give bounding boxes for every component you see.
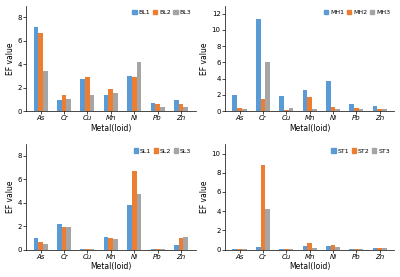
Bar	[307, 97, 312, 111]
Bar	[66, 227, 71, 250]
Bar	[359, 249, 363, 250]
Bar	[132, 77, 136, 111]
Y-axis label: EF value: EF value	[200, 181, 209, 213]
Legend: SL1, SL2, SL3: SL1, SL2, SL3	[132, 147, 192, 155]
Bar	[136, 194, 141, 250]
Bar	[331, 245, 335, 250]
Bar	[382, 109, 387, 111]
Bar	[57, 101, 62, 111]
Bar	[80, 79, 85, 111]
Bar	[113, 93, 118, 111]
Bar	[256, 19, 260, 111]
Legend: BL1, BL2, BL3: BL1, BL2, BL3	[131, 9, 192, 17]
Bar	[80, 249, 85, 250]
Bar	[335, 109, 340, 111]
Bar	[377, 248, 382, 250]
Bar	[174, 245, 179, 250]
Bar	[377, 109, 382, 111]
Bar	[127, 205, 132, 250]
Bar	[232, 95, 237, 111]
Bar	[183, 107, 188, 111]
Bar	[279, 96, 284, 111]
Bar	[104, 95, 108, 111]
Bar	[242, 249, 246, 250]
X-axis label: Metal(loid): Metal(loid)	[289, 262, 330, 271]
Bar	[288, 249, 293, 250]
Bar	[136, 62, 141, 111]
Bar	[326, 81, 331, 111]
Bar	[174, 101, 179, 111]
Bar	[265, 209, 270, 250]
Bar	[354, 108, 359, 111]
Bar	[232, 249, 237, 250]
Bar	[307, 243, 312, 250]
Bar	[160, 249, 164, 250]
Bar	[331, 107, 335, 111]
Legend: MH1, MH2, MH3: MH1, MH2, MH3	[323, 9, 391, 17]
Bar	[373, 248, 377, 250]
Bar	[359, 109, 363, 111]
Bar	[326, 246, 331, 250]
Bar	[284, 110, 288, 111]
Bar	[179, 238, 183, 250]
Bar	[183, 237, 188, 250]
Bar	[34, 27, 38, 111]
Bar	[150, 249, 155, 250]
Bar	[354, 249, 359, 250]
Bar	[260, 99, 265, 111]
Y-axis label: EF value: EF value	[200, 42, 209, 75]
Bar	[288, 108, 293, 111]
Bar	[265, 62, 270, 111]
Bar	[108, 238, 113, 250]
Bar	[237, 108, 242, 111]
Bar	[303, 246, 307, 250]
Bar	[312, 248, 317, 250]
Bar	[113, 239, 118, 250]
Bar	[303, 90, 307, 111]
Bar	[85, 77, 90, 111]
Bar	[279, 249, 284, 250]
Bar	[349, 104, 354, 111]
Bar	[260, 165, 265, 250]
Bar	[335, 247, 340, 250]
Bar	[108, 89, 113, 111]
Bar	[150, 103, 155, 111]
Bar	[179, 104, 183, 111]
Bar	[155, 104, 160, 111]
Bar	[38, 242, 43, 250]
Bar	[62, 95, 66, 111]
X-axis label: Metal(loid): Metal(loid)	[90, 262, 132, 271]
X-axis label: Metal(loid): Metal(loid)	[289, 124, 330, 133]
Bar	[57, 224, 62, 250]
Bar	[34, 238, 38, 250]
Bar	[237, 249, 242, 250]
Y-axis label: EF value: EF value	[6, 42, 14, 75]
Bar	[43, 71, 48, 111]
Bar	[85, 249, 90, 250]
Y-axis label: EF value: EF value	[6, 181, 14, 213]
Bar	[160, 107, 164, 111]
Legend: ST1, ST2, ST3: ST1, ST2, ST3	[330, 147, 391, 155]
Bar	[256, 247, 260, 250]
Bar	[312, 109, 317, 111]
Bar	[90, 249, 94, 250]
Bar	[242, 109, 246, 111]
Bar	[90, 95, 94, 111]
Bar	[382, 248, 387, 250]
Bar	[62, 227, 66, 250]
Bar	[66, 99, 71, 111]
Bar	[373, 106, 377, 111]
Bar	[132, 171, 136, 250]
Bar	[155, 249, 160, 250]
Bar	[284, 249, 288, 250]
Bar	[127, 76, 132, 111]
X-axis label: Metal(loid): Metal(loid)	[90, 124, 132, 133]
Bar	[43, 244, 48, 250]
Bar	[104, 237, 108, 250]
Bar	[38, 32, 43, 111]
Bar	[349, 249, 354, 250]
